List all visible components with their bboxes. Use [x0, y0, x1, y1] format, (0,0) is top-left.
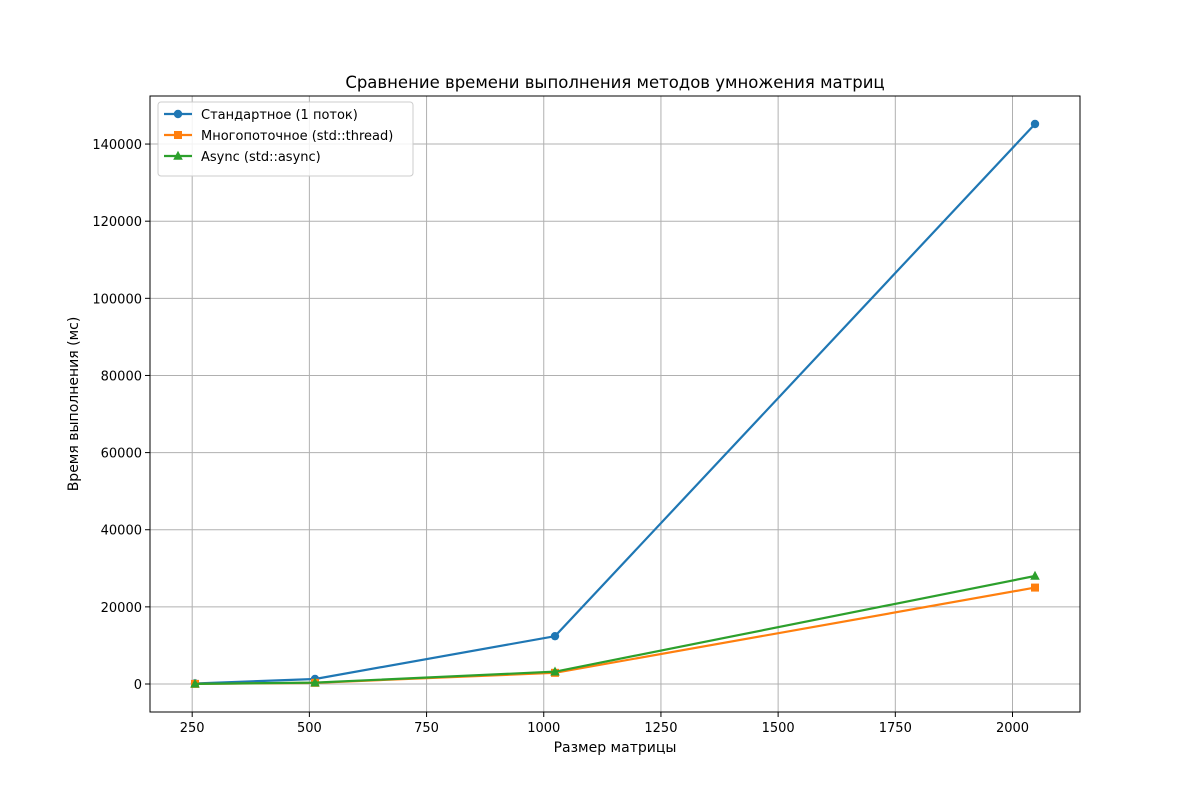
- axis-ticks: 250 500 750 1000 1250 1500 1750 200002000040000…: [92, 138, 1029, 736]
- y-tick-label: 20000: [101, 601, 142, 616]
- x-tick-label: 500: [297, 721, 322, 736]
- plot-frame: [149, 95, 1081, 713]
- legend-item: Стандартное (1 поток): [164, 108, 358, 123]
- x-tick-label: 750: [414, 721, 439, 736]
- data-point: [310, 677, 320, 687]
- data-point: [1031, 583, 1039, 592]
- x-tick-label: 2000: [996, 721, 1029, 736]
- x-axis-label: Размер матрицы: [554, 740, 677, 756]
- y-tick-label: 140000: [92, 138, 142, 153]
- series-line: [194, 123, 1036, 685]
- y-tick-label: 40000: [101, 524, 142, 539]
- legend-item: Async (std::async): [164, 150, 321, 165]
- data-point: [550, 666, 560, 676]
- y-tick-label: 0: [134, 678, 142, 693]
- chart-title: Сравнение времени выполнения методов умн…: [345, 73, 884, 92]
- data-point: [190, 678, 200, 688]
- y-tick-label: 60000: [101, 447, 142, 462]
- y-tick-label: 100000: [92, 292, 142, 307]
- x-tick-label: 1000: [527, 721, 560, 736]
- legend-marker: [173, 150, 183, 160]
- legend-label: Async (std::async): [201, 150, 321, 165]
- legend-item: Многопоточное (std::thread): [164, 129, 393, 144]
- y-tick-label: 80000: [101, 369, 142, 384]
- x-tick-label: 250: [180, 721, 205, 736]
- legend-label: Стандартное (1 поток): [201, 108, 358, 123]
- y-axis-label: Время выполнения (мс): [66, 317, 82, 492]
- legend-marker: [173, 109, 183, 119]
- series-3: [190, 570, 1040, 688]
- data-point: [1030, 570, 1040, 580]
- data-point: [1030, 119, 1040, 129]
- legend: Стандартное (1 поток) Многопоточное (std:…: [157, 101, 414, 177]
- x-tick-label: 1250: [644, 721, 677, 736]
- x-tick-label: 1500: [762, 721, 795, 736]
- legend-marker: [174, 131, 182, 139]
- data-point: [550, 631, 560, 641]
- legend-box: [157, 101, 414, 177]
- data-series: [190, 119, 1040, 688]
- legend-label: Многопоточное (std::thread): [201, 129, 393, 144]
- y-tick-label: 120000: [92, 215, 142, 230]
- series-line: [194, 574, 1036, 685]
- x-tick-label: 1750: [879, 721, 912, 736]
